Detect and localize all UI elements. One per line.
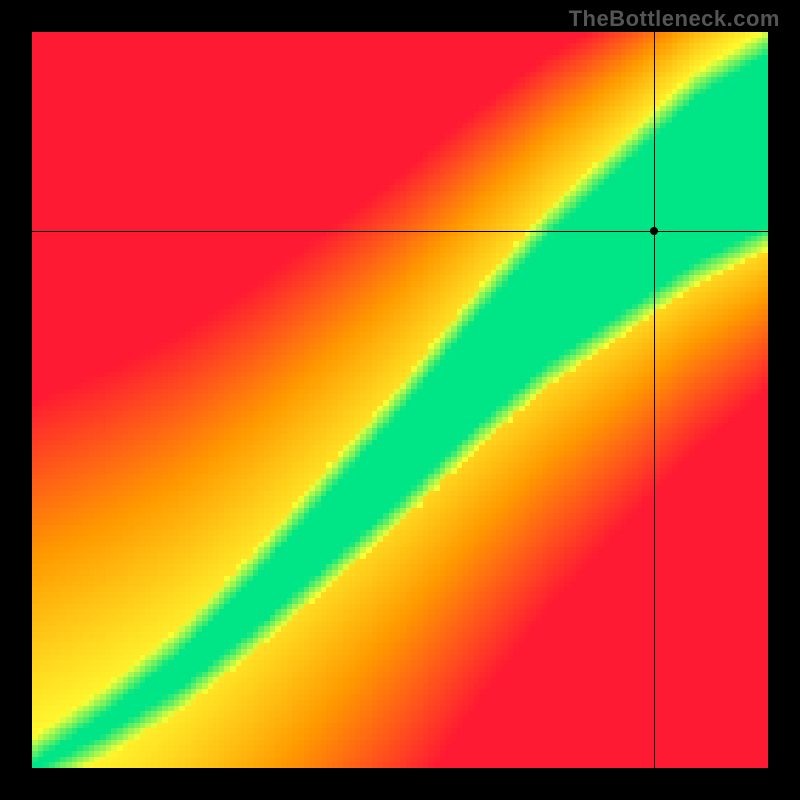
bottleneck-heatmap-chart: { "watermark": { "text": "TheBottleneck.… <box>0 0 800 800</box>
watermark-text: TheBottleneck.com <box>569 6 780 32</box>
bottleneck-heatmap-canvas <box>32 32 768 768</box>
crosshair-marker-dot <box>650 227 658 235</box>
crosshair-vertical-line <box>654 32 655 768</box>
